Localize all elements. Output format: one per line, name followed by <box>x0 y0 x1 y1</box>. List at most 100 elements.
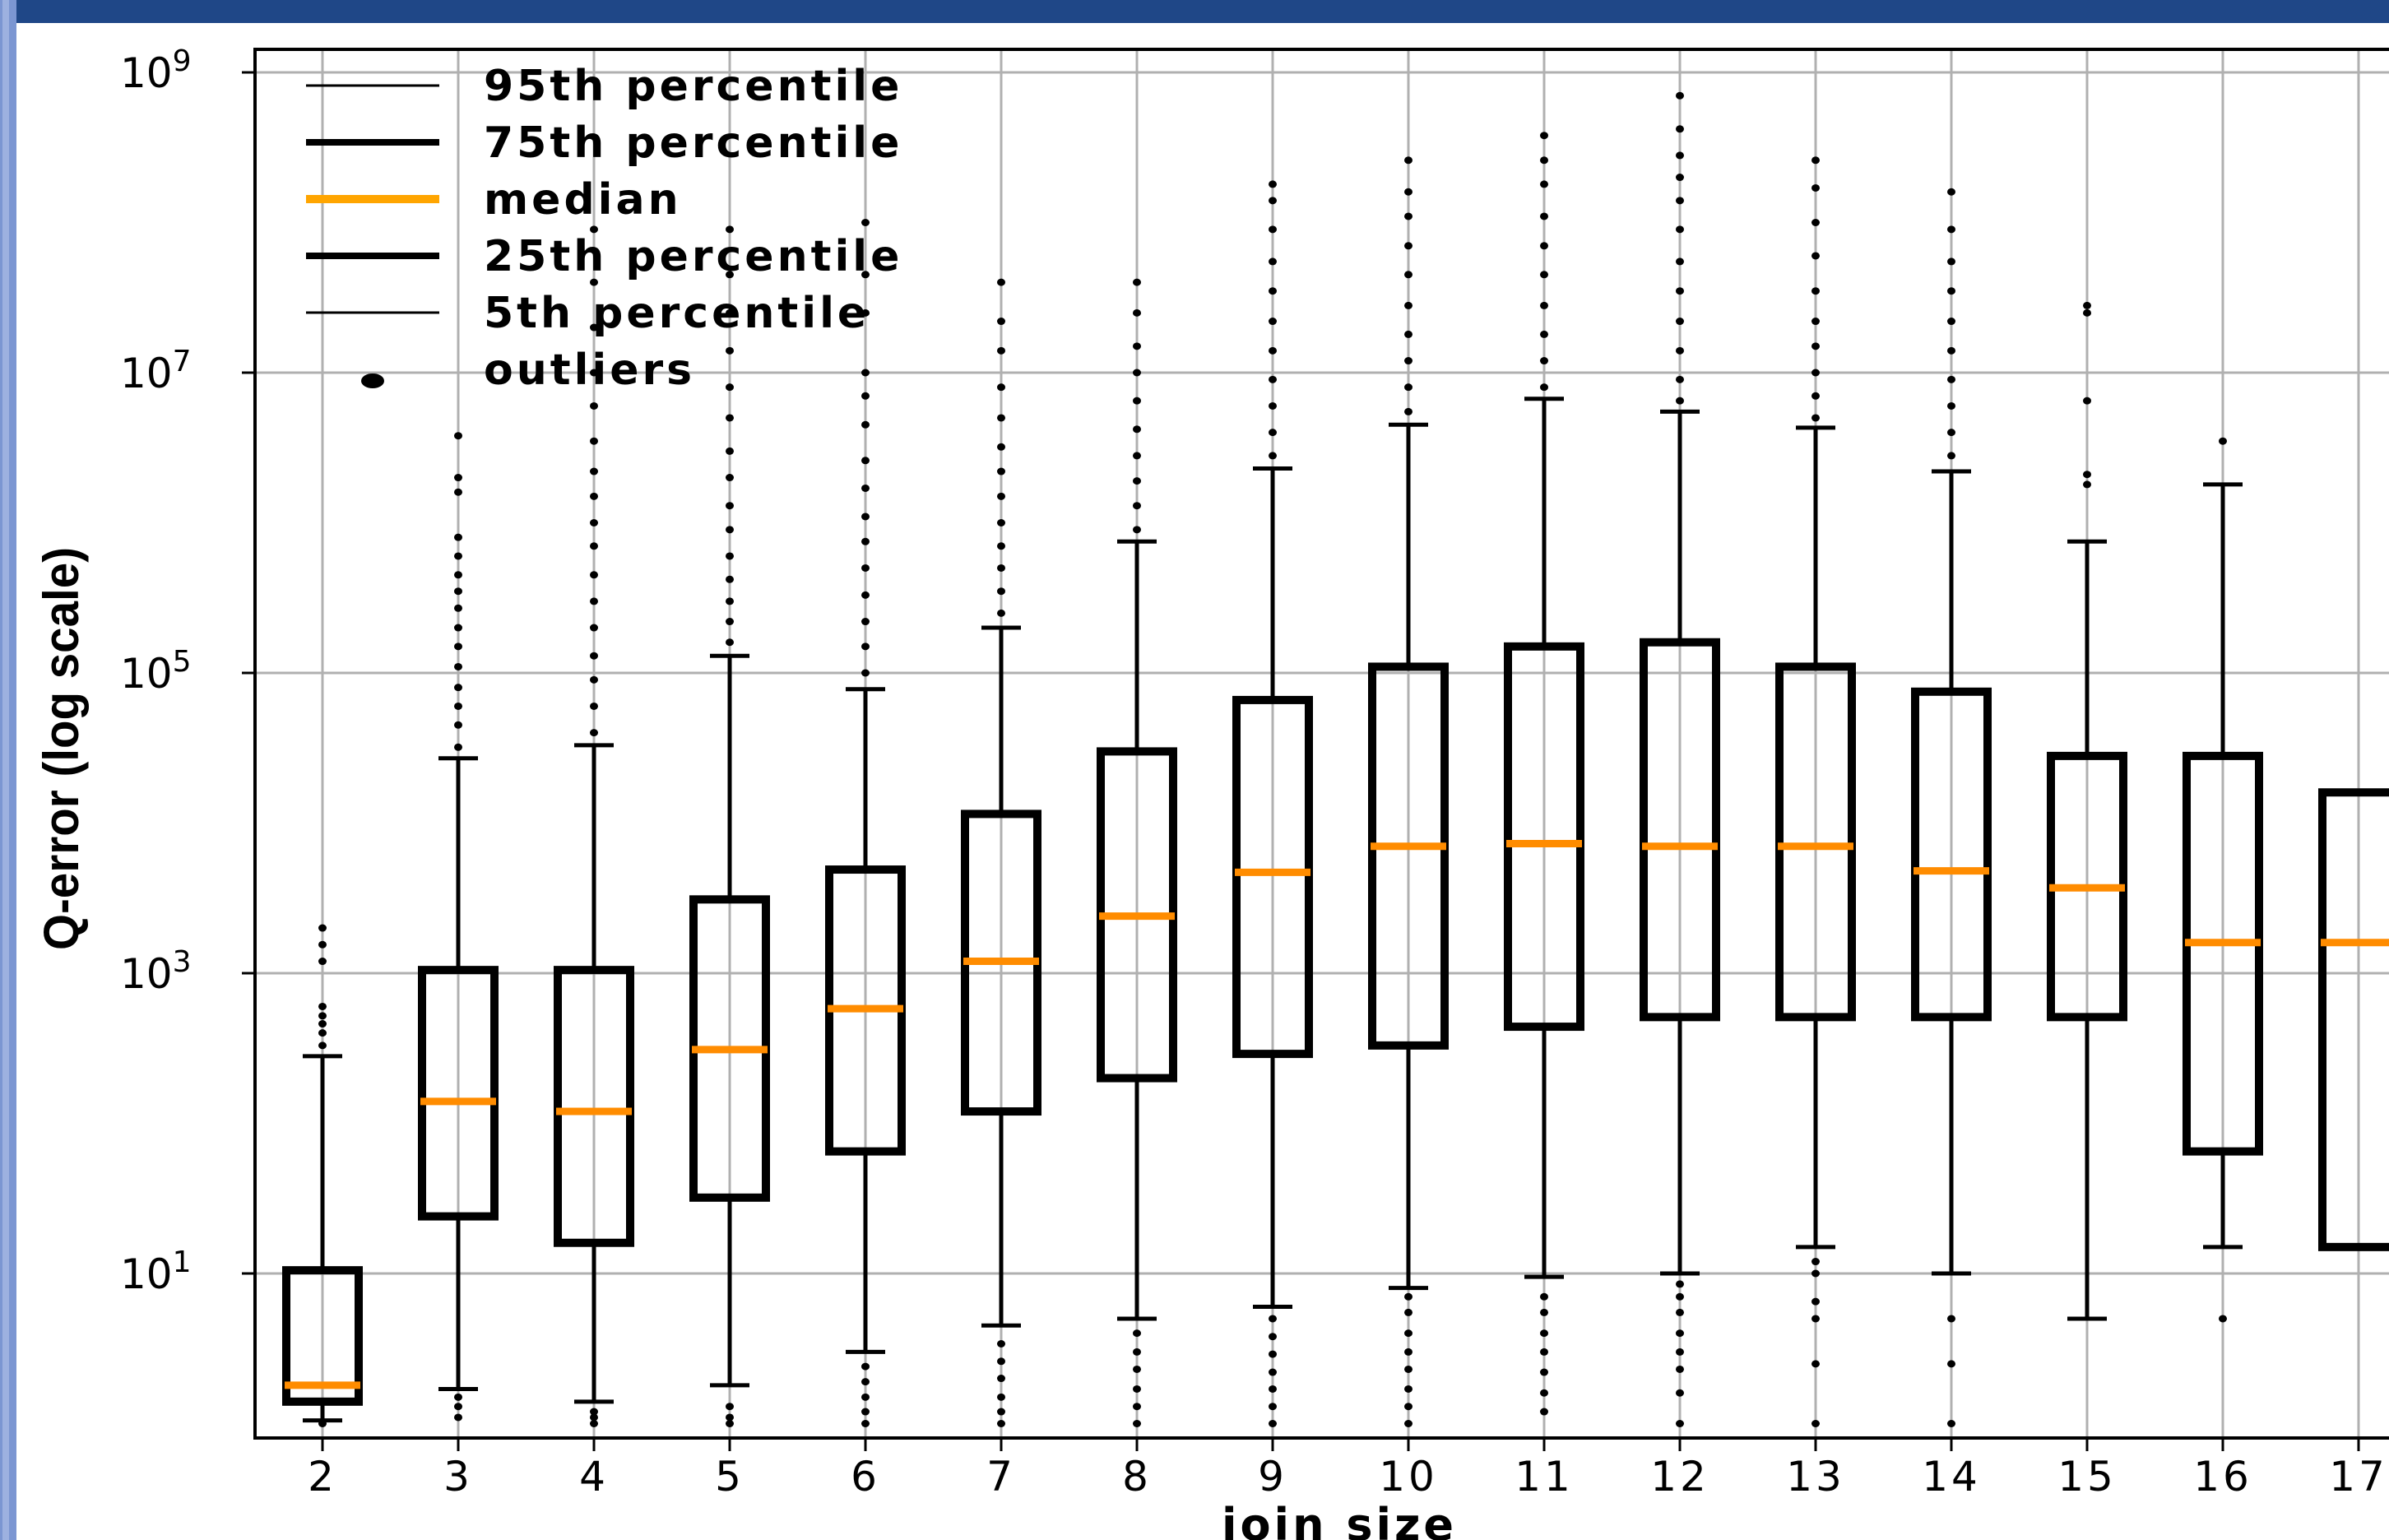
outlier-point <box>1133 1365 1141 1373</box>
outlier-point <box>861 271 870 279</box>
outlier-point <box>1811 219 1820 226</box>
outlier-point <box>1404 1420 1413 1427</box>
outlier-point <box>726 447 734 455</box>
x-tick-label: 16 <box>2193 1453 2252 1501</box>
y-tick-label: 105 <box>120 645 192 698</box>
x-tick-label: 14 <box>1922 1453 1981 1501</box>
x-tick-label: 13 <box>1786 1453 1845 1501</box>
outlier-point <box>1676 1420 1684 1427</box>
outlier-point <box>1676 1389 1684 1397</box>
legend-label: 25th percentile <box>484 232 902 281</box>
outlier-point <box>997 564 1005 572</box>
outlier-point <box>1540 180 1548 188</box>
outlier-point <box>861 513 870 521</box>
outlier-point <box>1947 375 1955 383</box>
window-left-edge-highlight <box>2 0 9 1540</box>
outlier-point <box>1404 1365 1413 1373</box>
legend-item: 25th percentile <box>306 232 902 281</box>
window-top-bar <box>0 0 2389 23</box>
box-5 <box>689 225 770 1427</box>
legend-item: 75th percentile <box>306 118 899 168</box>
outlier-point <box>590 542 598 550</box>
box-10 <box>1368 156 1449 1427</box>
outlier-point <box>1404 188 1413 196</box>
outlier-point <box>1947 1315 1955 1323</box>
outlier-point <box>1676 257 1684 266</box>
outlier-point <box>1133 1329 1141 1338</box>
outlier-point <box>1404 1348 1413 1356</box>
outlier-point <box>1811 1315 1820 1323</box>
outlier-point <box>726 346 734 355</box>
legend-label: outliers <box>484 346 695 395</box>
outlier-point <box>318 1420 327 1427</box>
outlier-point <box>1676 1308 1684 1316</box>
outlier-point <box>997 318 1005 326</box>
outlier-point <box>1676 1329 1684 1338</box>
outlier-point <box>1811 318 1820 326</box>
outlier-point <box>318 1029 327 1037</box>
outlier-point <box>997 1408 1005 1416</box>
outlier-point <box>454 1393 462 1401</box>
box-3 <box>418 432 499 1422</box>
outlier-point <box>1540 212 1548 220</box>
legend: 95th percentile 75th percentile median 25th… <box>306 62 902 395</box>
outlier-point <box>2083 397 2091 405</box>
outlier-point <box>1133 502 1141 510</box>
outlier-point <box>1269 180 1277 188</box>
outlier-point <box>1133 1403 1141 1411</box>
x-tick-label: 12 <box>1650 1453 1709 1501</box>
outlier-point <box>861 642 870 651</box>
outlier-point <box>454 1413 462 1422</box>
outlier-point <box>454 533 462 541</box>
outlier-point <box>861 1408 870 1416</box>
outlier-point <box>726 1403 734 1411</box>
outlier-point <box>590 519 598 526</box>
outlier-point <box>861 669 870 677</box>
outlier-point <box>1269 1333 1277 1341</box>
plot-frame <box>253 48 2389 1440</box>
outlier-point <box>1269 1315 1277 1323</box>
legend-dot-icon <box>361 373 384 388</box>
outlier-point <box>590 729 598 737</box>
outlier-point <box>726 414 734 422</box>
outlier-point <box>1676 125 1684 133</box>
outlier-point <box>861 392 870 400</box>
outlier-point <box>1133 278 1141 286</box>
outlier-point <box>1269 429 1277 437</box>
outlier-point <box>1540 330 1548 338</box>
outlier-point <box>726 1420 734 1427</box>
outlier-point <box>726 638 734 647</box>
outlier-point <box>318 1020 327 1028</box>
box-iqr <box>1368 662 1449 1050</box>
outlier-point <box>997 1357 1005 1366</box>
outlier-point <box>726 618 734 626</box>
outlier-point <box>2083 471 2091 479</box>
outlier-point <box>997 1420 1005 1427</box>
outlier-point <box>726 474 734 482</box>
outlier-point <box>997 587 1005 596</box>
outlier-point <box>1947 401 1955 410</box>
box-11 <box>1504 132 1584 1416</box>
outlier-point <box>726 383 734 392</box>
legend-label: 95th percentile <box>484 62 902 111</box>
x-tick-label: 10 <box>1379 1453 1438 1501</box>
outlier-point <box>2083 301 2091 309</box>
outlier-point <box>1133 342 1141 350</box>
outlier-point <box>1811 252 1820 260</box>
outlier-point <box>454 432 462 440</box>
outlier-point <box>1404 212 1413 220</box>
y-axis: 101 103 105 107 109 <box>120 44 255 1298</box>
box-iqr <box>2183 751 2263 1156</box>
outlier-point <box>1133 1385 1141 1393</box>
outlier-point <box>1676 225 1684 234</box>
outlier-point <box>1811 392 1820 400</box>
outlier-point <box>1269 1350 1277 1358</box>
y-tick-label: 109 <box>120 44 192 97</box>
outlier-point <box>1269 452 1277 460</box>
legend-item: 95th percentile <box>306 62 902 111</box>
outlier-point <box>1676 1348 1684 1356</box>
outlier-point <box>1269 346 1277 355</box>
outlier-point <box>1811 156 1820 165</box>
outlier-point <box>590 323 598 332</box>
y-tick-label: 107 <box>120 345 192 397</box>
